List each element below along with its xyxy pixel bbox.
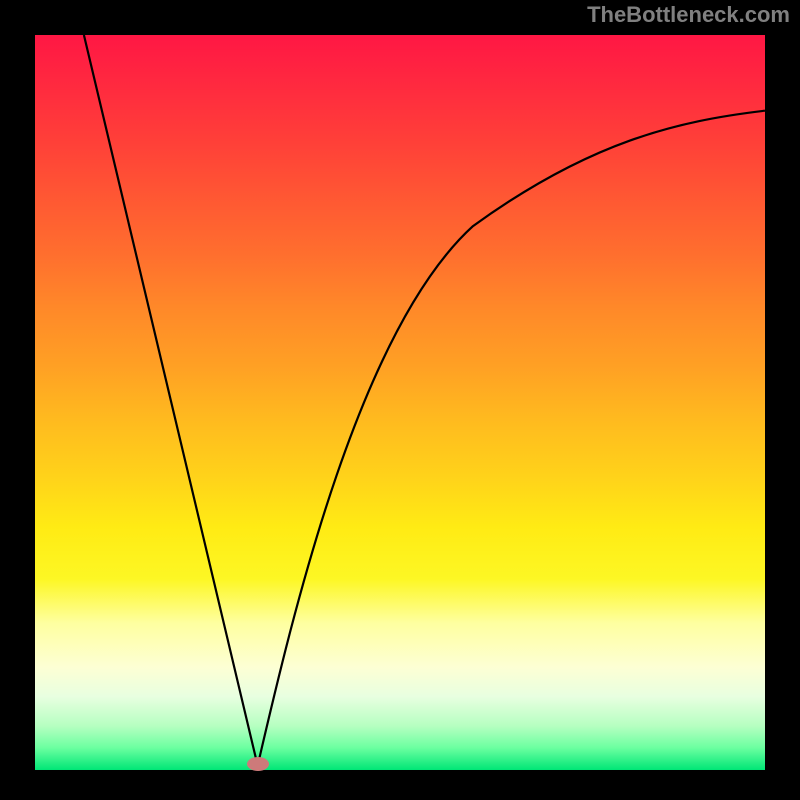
chart-container: TheBottleneck.com	[0, 0, 800, 800]
watermark-text: TheBottleneck.com	[587, 2, 790, 28]
curve-svg	[35, 35, 765, 770]
bottleneck-curve	[84, 35, 765, 766]
plot-area	[35, 35, 765, 770]
min-marker	[247, 757, 269, 771]
